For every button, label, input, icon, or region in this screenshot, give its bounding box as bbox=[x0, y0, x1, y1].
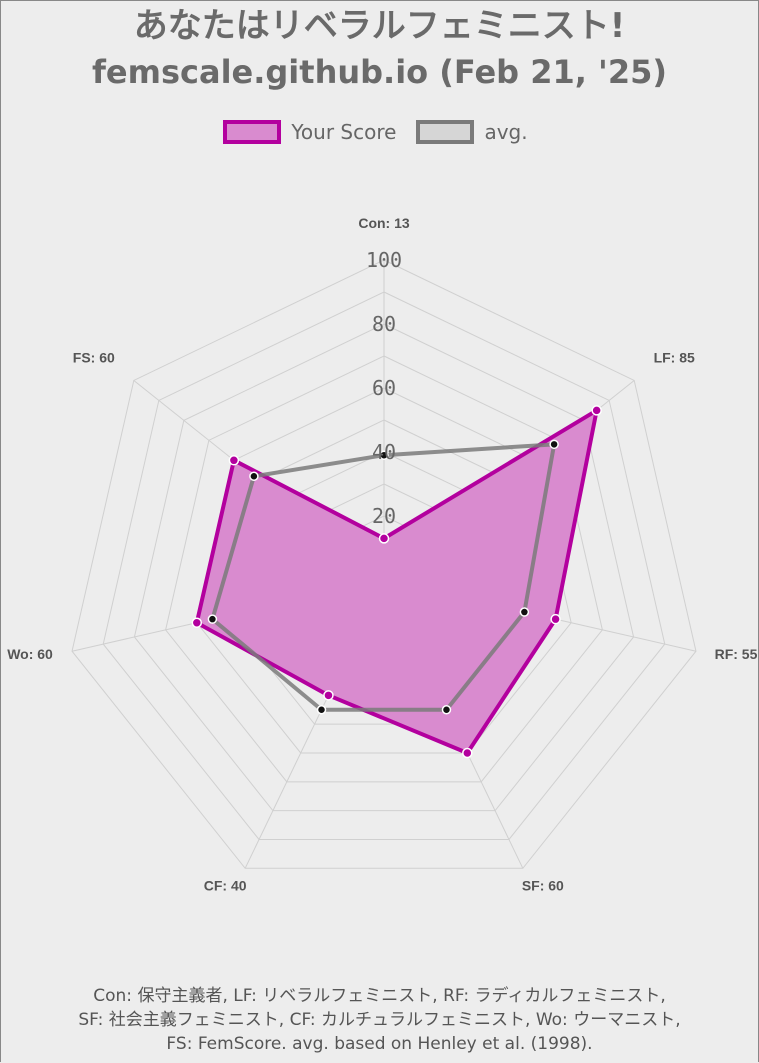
data-point-avg bbox=[249, 471, 259, 482]
radar-chart: 20 40 60 80 100 Con: 13 LF: 85 RF: 55 SF: 60 CF: … bbox=[7, 215, 758, 893]
data-point-avg bbox=[379, 450, 389, 460]
axis-label: Con: 13 bbox=[358, 215, 410, 231]
chart-title: あなたはリベラルフェミニスト! bbox=[133, 6, 626, 46]
data-point-your-score bbox=[191, 617, 203, 628]
chart-subtitle: femscale.github.io (Feb 21, '25) bbox=[91, 53, 667, 91]
grid-ring bbox=[133, 323, 635, 812]
radial-tick-label: 40 bbox=[372, 440, 396, 464]
radial-tick-label: 100 bbox=[366, 248, 402, 272]
footer-line-1: Con: 保守主義者, LF: リベラルフェミニスト, RF: ラディカルフェミ… bbox=[93, 986, 666, 1006]
axis-label: SF: 60 bbox=[522, 877, 564, 893]
data-point-avg bbox=[441, 704, 452, 715]
radial-tick-label: 80 bbox=[372, 312, 396, 336]
axis-label: LF: 85 bbox=[654, 349, 695, 365]
data-point-your-score bbox=[550, 613, 561, 625]
data-point-avg bbox=[207, 614, 218, 624]
data-point-your-score bbox=[591, 405, 602, 416]
legend: Your Score avg. bbox=[0, 120, 759, 144]
grid-ring bbox=[71, 259, 697, 869]
axis-label: Wo: 60 bbox=[7, 646, 53, 662]
data-point-your-score bbox=[228, 455, 240, 466]
radial-tick-label: 20 bbox=[372, 504, 396, 528]
axis-label: FS: 60 bbox=[73, 349, 115, 365]
footer-line-3: FS: FemScore. avg. based on Henley et al… bbox=[166, 1034, 593, 1054]
legend-label-avg: avg. bbox=[484, 120, 528, 144]
series-area-your-score bbox=[194, 408, 599, 755]
axis-label: CF: 40 bbox=[204, 877, 247, 893]
legend-swatch-your-score bbox=[223, 120, 282, 144]
grid-ring bbox=[102, 291, 666, 840]
data-point-your-score bbox=[462, 747, 473, 759]
legend-item-your-score[interactable]: Your Score bbox=[223, 120, 396, 144]
legend-swatch-avg bbox=[416, 120, 475, 144]
legend-label-your-score: Your Score bbox=[291, 120, 397, 144]
footer-line-2: SF: 社会主義フェミニスト, CF: カルチュラルフェミニスト, Wo: ウー… bbox=[78, 1010, 681, 1030]
data-point-your-score bbox=[378, 533, 390, 544]
data-point-your-score bbox=[323, 690, 334, 701]
data-point-avg bbox=[316, 704, 327, 715]
axis-label: RF: 55 bbox=[715, 646, 758, 662]
footer-note: Con: 保守主義者, LF: リベラルフェミニスト, RF: ラディカルフェミ… bbox=[0, 984, 759, 1056]
series-line-avg bbox=[210, 442, 557, 712]
legend-item-avg[interactable]: avg. bbox=[416, 120, 528, 144]
data-point-avg bbox=[549, 439, 559, 450]
radial-tick-label: 60 bbox=[372, 376, 396, 400]
data-point-avg bbox=[519, 607, 530, 617]
